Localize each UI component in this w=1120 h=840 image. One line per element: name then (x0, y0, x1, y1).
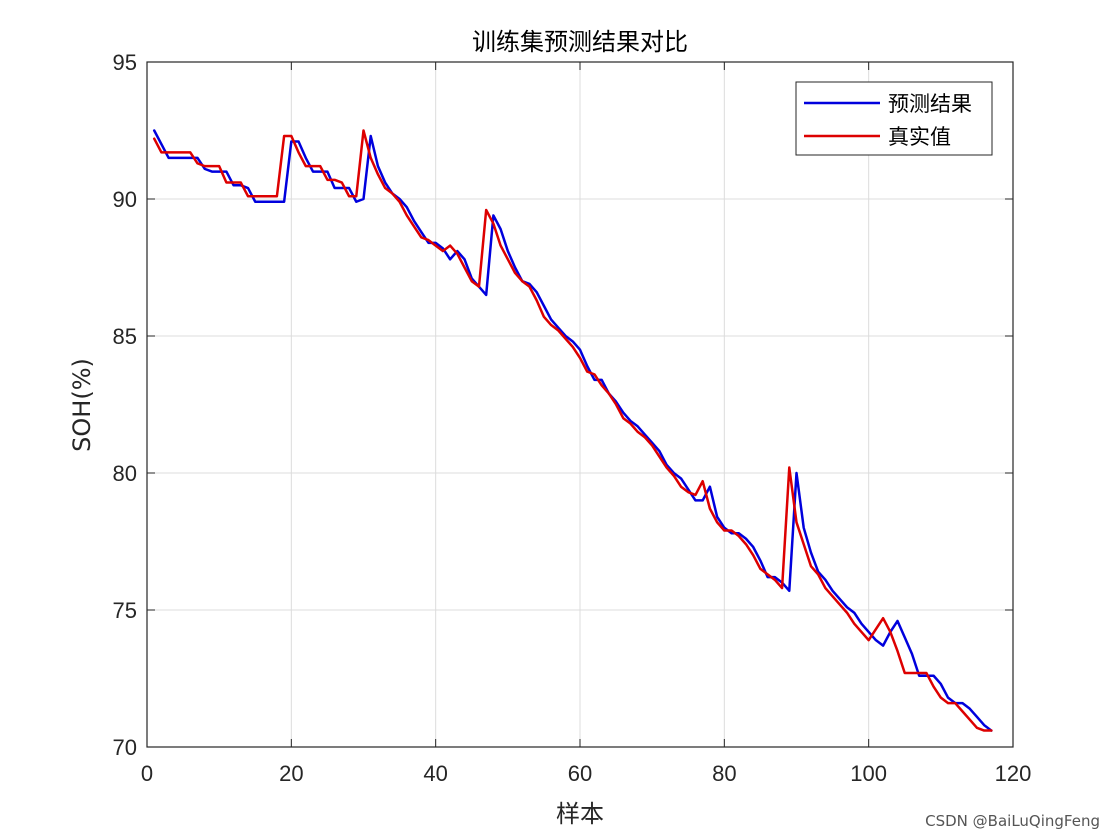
x-axis-label: 样本 (556, 800, 604, 828)
legend-label-prediction: 预测结果 (888, 92, 972, 116)
legend-box (795, 81, 993, 156)
legend: 预测结果 真实值 (795, 81, 993, 156)
x-tick-label: 80 (712, 761, 736, 786)
prediction-series-line (152, 129, 993, 732)
y-tick-label: 95 (113, 50, 137, 75)
y-tick-label: 90 (113, 187, 137, 212)
y-tick-label: 75 (113, 598, 137, 623)
chart-title: 训练集预测结果对比 (472, 28, 688, 56)
y-axis-label: SOH(%) (68, 358, 96, 452)
series-group (152, 129, 993, 732)
y-tick-label: 85 (113, 324, 137, 349)
grid (147, 62, 1013, 747)
watermark: CSDN @BaiLuQingFeng (925, 812, 1100, 830)
x-tick-label: 60 (568, 761, 592, 786)
legend-label-actual: 真实值 (888, 125, 951, 149)
y-tick-label: 70 (113, 735, 137, 760)
x-tick-label: 20 (279, 761, 303, 786)
x-tick-label: 0 (141, 761, 153, 786)
actual-series-line (152, 129, 993, 732)
x-tick-label: 100 (850, 761, 887, 786)
y-tick-label: 80 (113, 461, 137, 486)
x-tick-label: 120 (995, 761, 1032, 786)
axis-ticks: 0 20 40 60 80 100 120 70 75 80 85 90 95 (113, 50, 1032, 786)
x-tick-label: 40 (423, 761, 447, 786)
